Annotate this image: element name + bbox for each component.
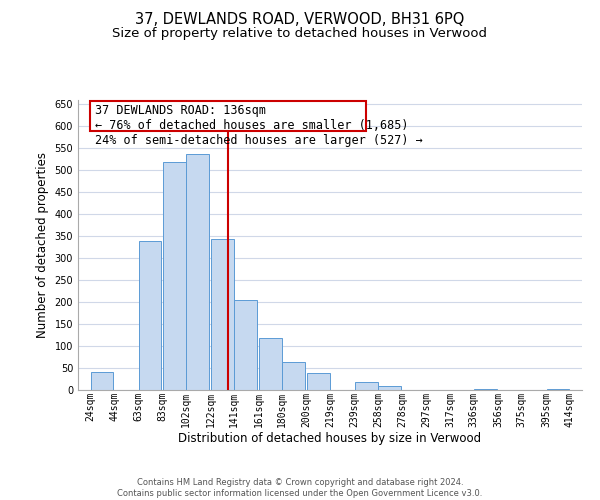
Bar: [259, 338, 282, 390]
Y-axis label: Number of detached properties: Number of detached properties: [36, 152, 49, 338]
Bar: [235, 300, 257, 390]
Text: Size of property relative to detached houses in Verwood: Size of property relative to detached ho…: [113, 28, 487, 40]
Text: 37, DEWLANDS ROAD, VERWOOD, BH31 6PQ: 37, DEWLANDS ROAD, VERWOOD, BH31 6PQ: [136, 12, 464, 28]
Bar: [307, 373, 329, 390]
Bar: [163, 162, 186, 390]
Bar: [283, 362, 305, 390]
Bar: [355, 382, 377, 390]
Bar: [547, 388, 569, 390]
Bar: [139, 242, 161, 390]
Bar: [91, 372, 113, 390]
Bar: [211, 239, 234, 390]
Bar: [187, 154, 209, 390]
FancyBboxPatch shape: [90, 101, 365, 131]
Bar: [474, 388, 497, 390]
X-axis label: Distribution of detached houses by size in Verwood: Distribution of detached houses by size …: [178, 432, 482, 445]
Text: Contains HM Land Registry data © Crown copyright and database right 2024.
Contai: Contains HM Land Registry data © Crown c…: [118, 478, 482, 498]
Bar: [378, 386, 401, 390]
Text: 37 DEWLANDS ROAD: 136sqm
← 76% of detached houses are smaller (1,685)
24% of sem: 37 DEWLANDS ROAD: 136sqm ← 76% of detach…: [95, 104, 423, 147]
